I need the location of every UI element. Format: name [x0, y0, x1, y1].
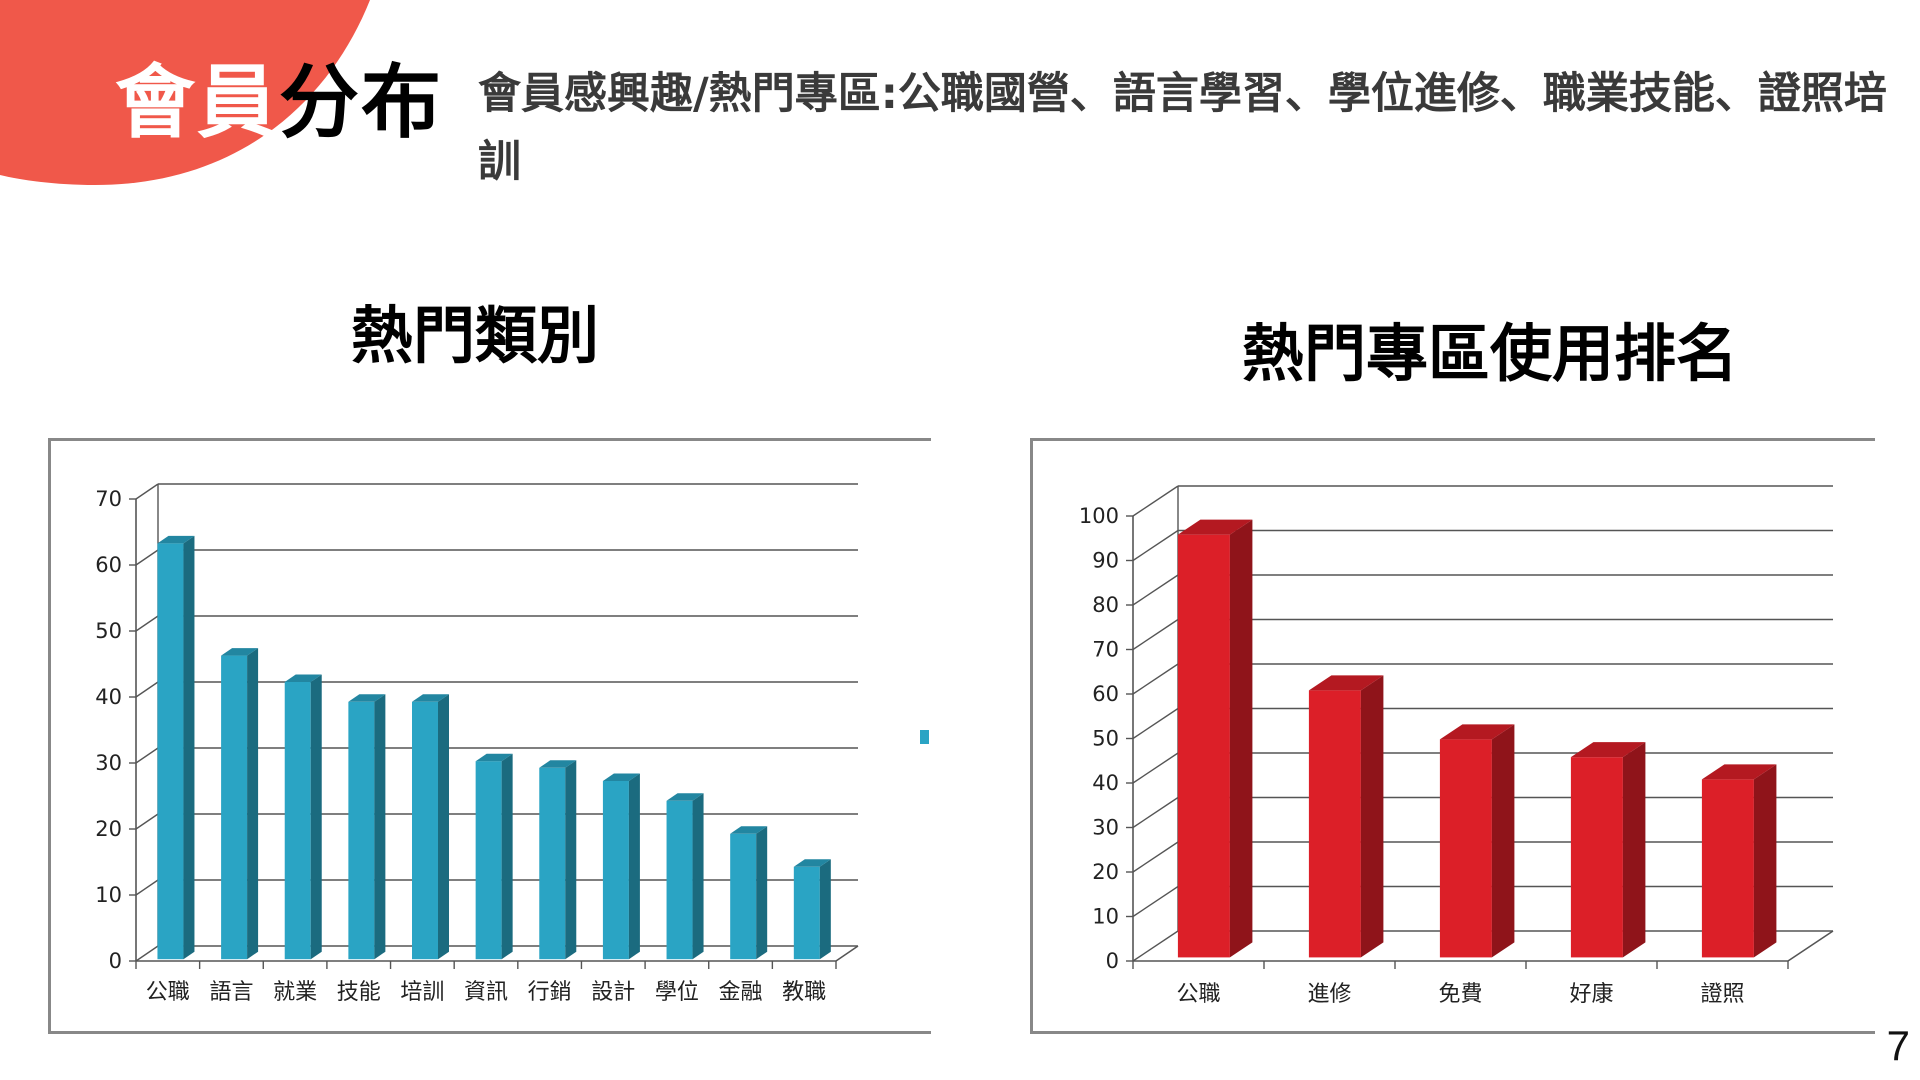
title-part-1: 會員 [115, 56, 279, 149]
left-category-label: 公職 [146, 980, 190, 1005]
left-bar [602, 773, 640, 960]
left-ytick-label: 70 [95, 487, 122, 511]
right-ytick-label: 0 [1106, 949, 1119, 973]
page-subtitle: 會員感興趣/熱門專區:公職國營、語言學習、學位進修、職業技能、證照培訓 [478, 69, 1887, 187]
left-grid-diag [135, 615, 159, 632]
left-bar [475, 753, 513, 960]
left-ytick-label: 50 [95, 619, 122, 643]
left-ytick-label: 10 [95, 883, 122, 907]
left-bar [412, 694, 450, 960]
right-ytick-label: 100 [1079, 504, 1119, 528]
right-category-label: 免費 [1438, 982, 1482, 1007]
right-ytick-label: 20 [1092, 860, 1119, 884]
left-category-label: 資訊 [464, 980, 508, 1005]
left-ytick-label: 40 [95, 685, 122, 709]
left-grid-diag [135, 879, 159, 896]
corner-decoration [0, 0, 370, 185]
left-ytick-label: 0 [109, 949, 122, 973]
left-grid-diag [135, 549, 159, 566]
right-ytick-label: 70 [1092, 638, 1119, 662]
right-grid-diag [1132, 841, 1179, 873]
left-bar-chart: 0 10 20 30 40 50 60 70 公職 語言 就業 技能 培訓 資訊 行銷 設計 學位 金融 教職 [95, 483, 859, 1005]
page-title: 會員分布 [115, 38, 443, 154]
left-grid-diag [135, 813, 159, 830]
right-grid-diag [1132, 663, 1179, 695]
left-ytick-label: 30 [95, 751, 122, 775]
left-category-label: 就業 [273, 980, 317, 1005]
right-ytick-label: 30 [1092, 816, 1119, 840]
right-bar [1570, 742, 1646, 958]
left-chart-frame: 0 10 20 30 40 50 60 70 公職 語言 就業 技能 培訓 資訊 行銷 設計 學位 金融 教職 [48, 438, 931, 1034]
left-ytick-label: 60 [95, 553, 122, 577]
left-category-label: 教職 [782, 980, 826, 1005]
right-grid-diag [1132, 529, 1179, 562]
right-grid-diag [1132, 930, 1179, 962]
right-category-label: 證照 [1700, 982, 1744, 1007]
left-category-label: 設計 [591, 980, 635, 1005]
left-grid-diag [135, 483, 159, 500]
right-grid-diag [1132, 707, 1179, 740]
right-ytick-label: 80 [1092, 593, 1119, 617]
left-ytick-label: 20 [95, 817, 122, 841]
right-grid-diag [1132, 752, 1179, 784]
right-grid-diag [1132, 574, 1179, 606]
left-grid-diag [135, 681, 159, 698]
right-grid-diag [1132, 618, 1179, 651]
right-category-label: 進修 [1307, 982, 1351, 1007]
left-bar [666, 793, 704, 960]
left-category-label: 技能 [337, 980, 381, 1005]
left-bar [730, 826, 768, 960]
right-category-label: 公職 [1176, 982, 1220, 1007]
left-category-label: 行銷 [528, 980, 572, 1005]
right-bar [1439, 724, 1515, 958]
left-bar [793, 859, 831, 960]
right-bar [1177, 519, 1253, 958]
left-grid-diag [135, 945, 159, 962]
right-ytick-label: 10 [1092, 905, 1119, 929]
right-ytick-label: 90 [1092, 549, 1119, 573]
right-grid-diag [1132, 885, 1179, 918]
right-bar [1701, 764, 1777, 958]
small-marker [920, 730, 929, 744]
left-bar [221, 648, 259, 960]
left-bar [157, 535, 195, 960]
right-ytick-label: 50 [1092, 727, 1119, 751]
left-category-label: 培訓 [400, 980, 444, 1005]
right-ytick-label: 40 [1092, 771, 1119, 795]
right-chart-frame: 0 10 20 30 40 50 60 70 80 90 100 公職 進修 免費 好康 證照 [1030, 438, 1875, 1034]
right-bar-chart: 0 10 20 30 40 50 60 70 80 90 100 公職 進修 免費 好康 證照 [1079, 485, 1834, 1007]
right-bar [1308, 675, 1384, 958]
right-chart-title: 熱門專區使用排名 [1241, 317, 1738, 390]
page-number: 7 [1886, 1022, 1910, 1069]
left-category-label: 語言 [209, 980, 253, 1005]
left-grid-diag [135, 747, 159, 764]
left-category-label: 學位 [655, 980, 699, 1005]
left-category-label: 金融 [719, 980, 763, 1005]
left-bar [539, 760, 577, 960]
right-ytick-label: 60 [1092, 682, 1119, 706]
title-part-2: 分布 [279, 56, 443, 149]
left-bar [348, 694, 386, 960]
left-bar [284, 674, 322, 960]
left-chart-title: 熱門類別 [350, 299, 599, 372]
right-grid-diag [1132, 796, 1179, 829]
right-grid-diag [1132, 485, 1179, 517]
right-category-label: 好康 [1569, 982, 1613, 1007]
